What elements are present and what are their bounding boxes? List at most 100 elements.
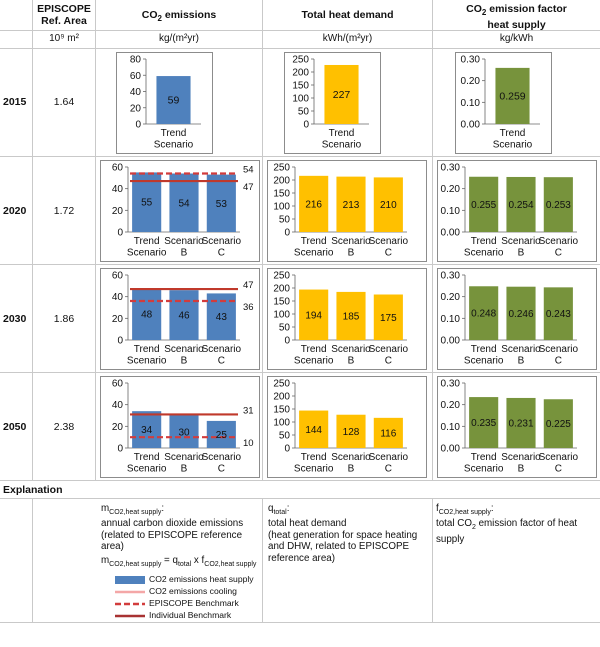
bar — [169, 173, 199, 232]
y-tick-label: 60 — [130, 71, 142, 82]
x-category-label: B — [181, 248, 188, 259]
y-tick-label: 0.20 — [461, 76, 481, 87]
x-category-label: Trend — [134, 452, 160, 463]
explanation-factor-text2: supply — [436, 533, 465, 545]
bar — [206, 174, 236, 232]
bar — [373, 294, 403, 340]
bar-value-label: 30 — [178, 427, 190, 438]
y-tick-label: 50 — [279, 215, 291, 226]
x-category-label: Scenario — [539, 452, 579, 463]
y-tick-label: 0 — [117, 228, 123, 239]
y-tick-label: 150 — [292, 81, 309, 92]
explanation-heat-text2: (heat generation for space heating — [268, 529, 418, 541]
chart-heat-2050: 050100150200250TrendScenarioScenarioBSce… — [267, 376, 427, 478]
bar-value-label: 210 — [380, 200, 397, 211]
y-tick-label: 150 — [273, 405, 290, 416]
y-tick-label: 40 — [112, 184, 124, 195]
y-tick-label: 100 — [273, 418, 290, 429]
header-co2-pre: CO — [141, 9, 158, 21]
explanation-heat: qtotal: total heat demand (heat generati… — [268, 503, 430, 564]
y-tick-label: 0.00 — [441, 444, 461, 455]
explanation-heat-text4: reference area) — [268, 552, 335, 564]
bar — [206, 420, 236, 448]
y-tick-label: 50 — [279, 431, 291, 442]
x-category-label: Scenario — [164, 344, 204, 355]
explanation-factor: fCO2,heat supply: total CO2 emission fac… — [436, 503, 598, 545]
episcope-benchmark-label: 10 — [243, 438, 254, 449]
bar-value-label: 0.255 — [471, 200, 496, 211]
row-year-2050: 2050 — [3, 421, 27, 433]
y-tick-label: 200 — [292, 68, 309, 79]
bar-value-label: 59 — [168, 95, 180, 107]
bar-value-label: 185 — [343, 311, 360, 322]
y-tick-label: 250 — [273, 271, 290, 282]
y-tick-label: 0 — [284, 444, 290, 455]
y-tick-label: 200 — [273, 392, 290, 403]
y-tick-label: 0 — [303, 120, 309, 131]
bar-value-label: 0.235 — [471, 418, 496, 429]
unit-heat: kWh/(m²yr) — [322, 33, 373, 44]
y-tick-label: 100 — [273, 202, 290, 213]
explanation-co2: mCO2,heat supply: annual carbon dioxide … — [101, 503, 261, 570]
x-category-label: C — [218, 356, 225, 367]
bar — [132, 288, 162, 340]
bar-value-label: 116 — [380, 428, 396, 439]
y-tick-label: 0 — [117, 444, 123, 455]
y-tick-label: 250 — [273, 163, 290, 174]
explanation-co2-text2: (related to EPISCOPE reference — [101, 529, 243, 541]
x-category-label: Scenario — [294, 464, 334, 475]
header-factor-sub: 2 — [481, 8, 487, 18]
x-category-label: C — [385, 248, 392, 259]
y-tick-label: 20 — [130, 103, 142, 114]
x-category-label: Scenario — [202, 452, 242, 463]
header-co2-post: emissions — [161, 9, 217, 21]
bar-value-label: 43 — [216, 312, 228, 323]
explanation-co2-formula: mCO2,heat supply = qtotal x fCO2,heat su… — [101, 554, 257, 568]
x-category-label: C — [385, 356, 392, 367]
header-co2-sub: 2 — [157, 14, 162, 24]
header-factor: CO2 emission factor heat supply — [433, 3, 600, 31]
chart-heat-2030: 050100150200250TrendScenarioScenarioBSce… — [267, 268, 427, 370]
bar — [299, 289, 329, 340]
x-category-label: Scenario — [164, 452, 204, 463]
y-tick-label: 0.30 — [441, 163, 461, 174]
bar-value-label: 216 — [305, 199, 322, 210]
bar — [469, 397, 499, 448]
y-tick-label: 0.30 — [441, 271, 461, 282]
bar — [543, 177, 573, 232]
x-category-label: B — [518, 248, 525, 259]
x-category-label: Scenario — [369, 236, 409, 247]
y-tick-label: 0.20 — [441, 292, 461, 303]
bar — [324, 64, 359, 124]
x-category-label: Scenario — [322, 140, 362, 151]
legend-label-heat-supply: CO2 emissions heat supply — [149, 574, 254, 584]
y-tick-label: 60 — [112, 379, 124, 390]
bar-value-label: 144 — [305, 425, 322, 436]
bar-value-label: 175 — [380, 313, 397, 324]
explanation-factor-text1: total CO2 emission factor of heat — [436, 518, 578, 532]
x-category-label: Trend — [329, 128, 355, 139]
episcope-benchmark-label: 36 — [243, 302, 254, 313]
chart-co2-2020: 0204060TrendScenarioScenarioBScenarioC47… — [100, 160, 260, 262]
legend-label-episcope: EPISCOPE Benchmark — [149, 598, 239, 608]
bar — [132, 172, 162, 232]
y-tick-label: 0.10 — [441, 422, 461, 433]
x-category-label: Scenario — [539, 344, 579, 355]
bar-value-label: 54 — [178, 198, 190, 209]
x-category-label: Scenario — [127, 464, 167, 475]
row-year-2030: 2030 — [3, 313, 27, 325]
explanation-co2-text1: annual carbon dioxide emissions — [101, 518, 244, 530]
y-tick-label: 0 — [284, 228, 290, 239]
bar — [495, 67, 530, 124]
chart-factor-2050: 0.000.100.200.30TrendScenarioScenarioBSc… — [437, 376, 597, 478]
x-category-label: Scenario — [464, 248, 504, 259]
unit-area: 10⁹ m² — [49, 33, 79, 44]
x-category-label: Scenario — [127, 248, 167, 259]
bar — [169, 415, 199, 448]
bar — [336, 176, 366, 232]
y-tick-label: 60 — [112, 271, 124, 282]
x-category-label: C — [385, 464, 392, 475]
x-category-label: B — [181, 464, 188, 475]
y-tick-label: 200 — [273, 284, 290, 295]
bar-value-label: 0.246 — [508, 309, 533, 320]
